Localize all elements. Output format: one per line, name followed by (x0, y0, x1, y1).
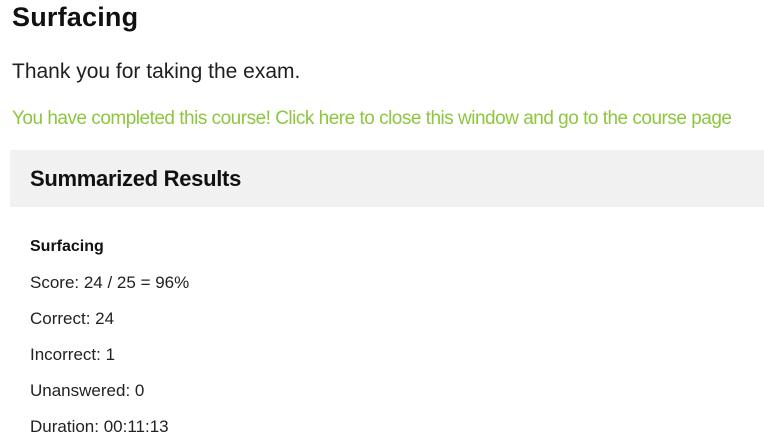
page-title: Surfacing (12, 2, 139, 32)
stat-unanswered: Unanswered: 0 (30, 381, 145, 400)
stat-correct: Correct: 24 (30, 309, 115, 328)
stat-duration: Duration: 00:11:13 (30, 417, 169, 436)
course-completion-close-link[interactable]: You have completed this course! Click he… (12, 108, 732, 129)
stat-score: Score: 24 / 25 = 96% (30, 273, 190, 292)
result-exam-title: Surfacing (30, 238, 104, 255)
intro-section: Surfacing Thank you for taking the exam.… (0, 0, 764, 130)
summarized-results-heading: Summarized Results (30, 165, 242, 191)
stat-incorrect: Incorrect: 1 (30, 345, 116, 364)
section-header-bar: Summarized Results (10, 150, 764, 207)
thank-you-message: Thank you for taking the exam. (12, 60, 301, 83)
results-details: Surfacing Score: 24 / 25 = 96% Correct: … (10, 238, 764, 437)
summarized-results-section: Summarized Results Surfacing Score: 24 /… (10, 150, 764, 437)
